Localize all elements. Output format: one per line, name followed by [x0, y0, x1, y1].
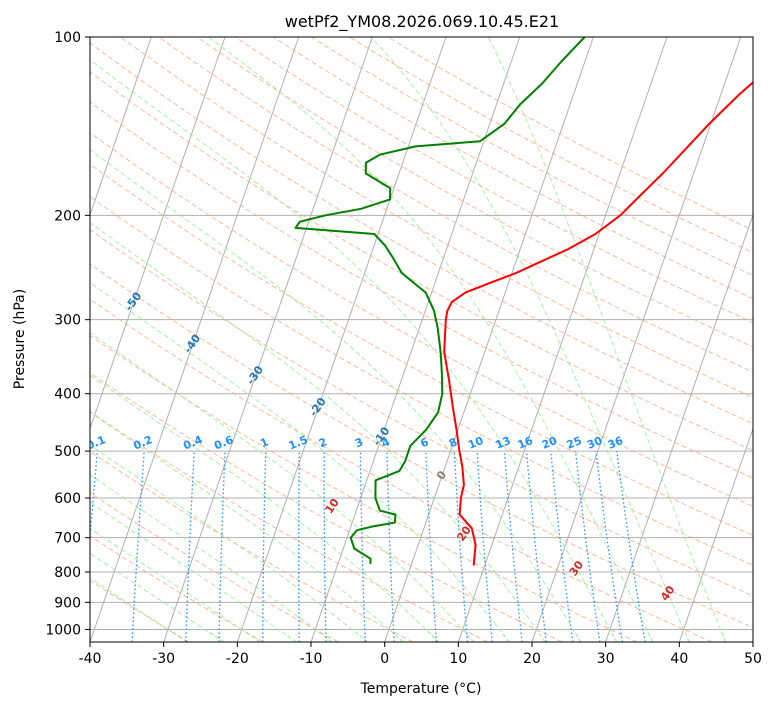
- dry-adiabat-line: [120, 37, 753, 399]
- dry-adiabat-line: [90, 71, 753, 452]
- y-tick-label: 100: [54, 30, 81, 46]
- dewpoint-profile-line: [294, 37, 586, 564]
- dry-adiabat-line: [90, 492, 339, 642]
- moist-adiabat-line: [208, 37, 654, 642]
- axis-ticks: -40 -30 -20 -10 0 10 20 30 40 50 100 200 300 400 500 60…: [45, 30, 762, 667]
- x-tick-label: 50: [744, 651, 762, 667]
- mixing-ratio-label: 25: [565, 434, 584, 452]
- moist-adiabat-line: [90, 501, 297, 642]
- x-tick-label: -40: [79, 651, 102, 667]
- isotherm-line: [384, 37, 594, 642]
- x-tick-label: 30: [597, 651, 615, 667]
- y-tick-label: 1000: [45, 622, 81, 638]
- mixing-ratio-label: 2: [317, 435, 329, 450]
- moist-adiabat-line: [90, 577, 188, 642]
- y-tick-label: 800: [54, 565, 81, 581]
- dry-adiabat-line: [90, 535, 264, 642]
- isotherm-line: [457, 37, 668, 642]
- moist-adiabat-line: [90, 474, 333, 642]
- dry-adiabat-line: [90, 42, 753, 425]
- isotherm-line: [605, 213, 753, 642]
- moist-adiabat-line: [487, 37, 726, 642]
- y-tick-label: 700: [54, 531, 81, 547]
- moist-adiabat-line: [90, 332, 475, 642]
- x-tick-label: 0: [380, 651, 389, 667]
- axes-frame: [89, 36, 754, 643]
- moist-adiabat-line: [90, 59, 618, 642]
- mixing-ratio-label: 8: [447, 435, 459, 450]
- y-tick-label: 300: [54, 313, 81, 329]
- dry-adiabat-line: [90, 263, 753, 629]
- moist-adiabat-line: [90, 149, 582, 642]
- x-tick-label: -20: [226, 651, 249, 667]
- isotherm-line: [678, 426, 753, 642]
- x-tick-label: -30: [152, 651, 175, 667]
- mixing-ratio-label: 20: [540, 434, 559, 452]
- x-tick-label: -10: [300, 651, 323, 667]
- moist-adiabat-line: [90, 552, 225, 642]
- moist-adiabat-line: [90, 444, 368, 642]
- isotherm-line: [163, 37, 373, 642]
- y-tick-label: 500: [54, 444, 81, 460]
- mixing-ratio-label: 13: [494, 434, 513, 452]
- chart-title: wetPf2_YM08.2026.069.10.45.E21: [285, 12, 559, 32]
- dry-adiabat-line: [158, 37, 753, 373]
- moist-adiabat-line: [90, 527, 261, 642]
- x-tick-label: 20: [523, 651, 541, 667]
- dry-adiabat-line: [196, 37, 753, 348]
- dry-adiabat-line: [90, 163, 753, 536]
- isotherm-line: [531, 37, 742, 642]
- y-tick-label: 200: [54, 208, 81, 224]
- mixing-ratio-line: [525, 451, 547, 642]
- mixing-ratio-line: [550, 451, 574, 642]
- isotherm-line: [90, 37, 300, 642]
- mixing-ratio-line: [595, 451, 624, 642]
- mixing-ratio-label: 30: [585, 434, 604, 452]
- dry-adiabat-line: [90, 334, 638, 642]
- dry-adiabat-line: [90, 298, 712, 642]
- dry-adiabat-line: [349, 37, 753, 254]
- mixing-ratio-label: 36: [606, 434, 625, 452]
- y-tick-label: 400: [54, 387, 81, 403]
- plot-area: 0.10.20.40.611.52346810131620253036-100-…: [90, 37, 753, 642]
- dry-adiabat-line: [90, 101, 753, 479]
- dry-adiabat-line: [234, 37, 753, 324]
- dry-adiabat-line: [272, 37, 753, 300]
- mixing-ratio-line: [574, 451, 601, 642]
- x-tick-label: 40: [670, 651, 688, 667]
- temperature-profile-line: [443, 81, 753, 566]
- mixing-ratio-label: 1: [258, 435, 270, 450]
- mixing-ratio-line: [616, 451, 646, 642]
- x-tick-label: 10: [449, 651, 467, 667]
- dry-adiabat-line: [90, 132, 753, 507]
- y-tick-label: 600: [54, 491, 81, 507]
- y-axis-label: Pressure (hPa): [12, 289, 28, 389]
- y-tick-label: 900: [54, 595, 81, 611]
- moist-adiabat-line: [90, 281, 510, 642]
- moist-adiabat-line: [90, 374, 439, 642]
- moist-adiabat-line: [90, 222, 546, 642]
- mixing-ratio-label: 16: [516, 434, 535, 452]
- isotherm-line: [90, 37, 226, 431]
- moist-adiabat-line: [370, 37, 690, 642]
- mixing-ratio-label: 10: [466, 434, 485, 452]
- dry-adiabat-line: [90, 195, 753, 566]
- moist-adiabat-line: [90, 411, 404, 642]
- isotherm-line: [90, 37, 152, 217]
- x-axis-label: Temperature (°C): [360, 681, 482, 697]
- isotherm-line: [236, 37, 447, 642]
- mixing-ratio-label: 3: [353, 435, 365, 450]
- dry-adiabat-line: [90, 229, 753, 597]
- dry-adiabat-line: [387, 37, 753, 231]
